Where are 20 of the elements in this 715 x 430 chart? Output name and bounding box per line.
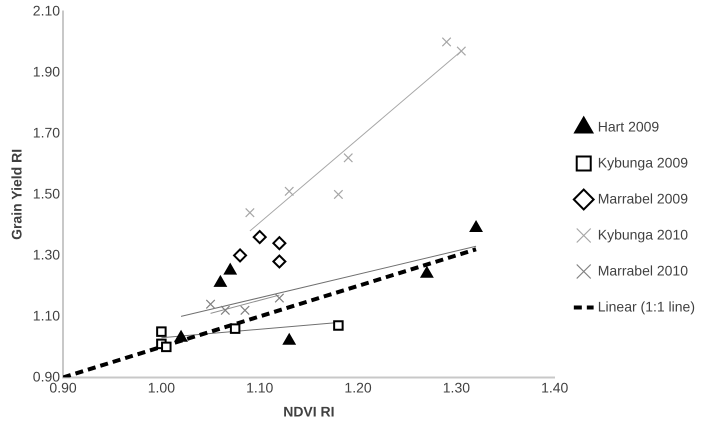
x-tick-label: 1.30 (442, 380, 470, 396)
legend-label: Linear (1:1 line) (598, 298, 696, 314)
y-tick-label: 1.50 (32, 185, 60, 202)
y-tick-label: 1.90 (32, 63, 60, 80)
y-axis-title: Grain Yield RI (8, 148, 24, 240)
y-tick-label: 1.70 (32, 124, 60, 140)
x-axis-title: NDVI RI (283, 403, 335, 420)
x-tick-label: 1.40 (541, 380, 569, 396)
x-tick-label: 1.10 (246, 380, 274, 396)
legend-label: Marrabel 2009 (598, 190, 688, 206)
y-tick-label: 0.90 (32, 368, 60, 384)
legend-label: Hart 2009 (598, 118, 660, 134)
x-tick-label: 1.00 (148, 380, 176, 396)
legend-label: Marrabel 2010 (598, 262, 688, 278)
legend-label: Kybunga 2010 (598, 226, 688, 242)
x-tick-label: 1.20 (344, 380, 372, 396)
y-tick-label: 1.10 (32, 307, 60, 324)
y-tick-label: 2.10 (32, 2, 60, 18)
y-tick-label: 1.30 (32, 246, 60, 262)
legend-label: Kybunga 2009 (598, 154, 688, 170)
